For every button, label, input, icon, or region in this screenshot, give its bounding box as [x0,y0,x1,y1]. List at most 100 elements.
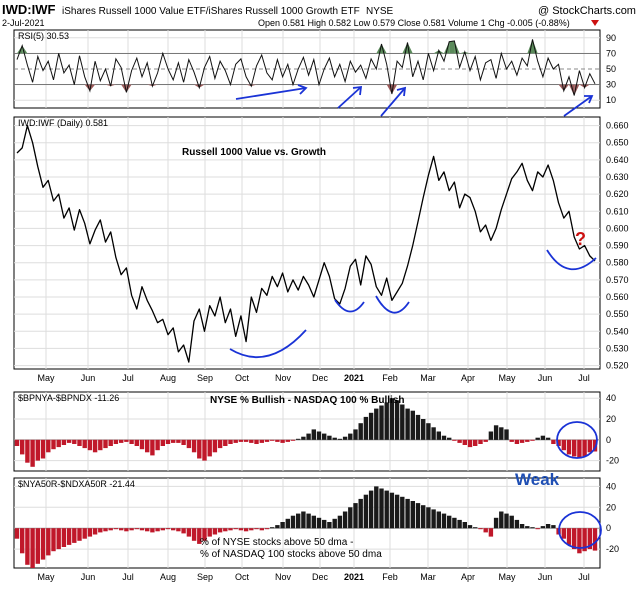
dma-bar [155,528,160,532]
dma-bar [561,528,566,539]
bullish-bar [61,439,67,445]
series-layer [14,39,598,568]
bullish-bar [572,439,577,457]
dma-bar [535,528,540,530]
bullish-bar [87,439,93,451]
x-tick-label: Jul [122,373,134,383]
dma-bar [572,528,577,550]
bullish-y-tick: -20 [606,456,619,466]
dma-bar [113,528,119,530]
dma-bar [551,525,556,529]
question-mark-annotation: ? [575,229,586,249]
dma-bar [493,517,499,529]
bullish-bar [493,425,499,440]
dma-bar [30,528,35,568]
symbol-description: iShares Russell 1000 Value ETF/iShares R… [62,6,360,17]
exchange-label: NYSE [366,6,394,17]
x-tick-label: Oct [235,373,250,383]
bullish-bar [452,439,457,441]
bullish-bar [243,439,249,442]
dma-bar [14,528,20,539]
bullish-bar [145,439,150,453]
bullish-bar [181,439,186,445]
dma-bar [108,528,113,531]
bullish-bar [171,439,176,443]
dma-y-tick: -20 [606,544,619,554]
dma-bar [228,528,233,531]
rsi-overbought-fill [433,50,439,54]
rsi-y-tick: 70 [606,48,616,58]
dma-bar [259,528,264,531]
bullish-bar [238,439,244,442]
bullish-bar [545,437,551,440]
bullish-bar [322,433,327,440]
rsi-overbought-fill [532,39,538,54]
bullish-bar [566,439,572,455]
bullish-bar [207,439,212,457]
ratio-line [16,124,596,363]
dma-bar [384,490,389,529]
bullish-bar [577,439,582,459]
bullish-bar [46,439,51,453]
x-tick-label: 2021 [344,572,364,582]
dma-bar [457,519,462,529]
bullish-bar [311,429,316,440]
dma-bar [327,522,332,529]
ratio-y-tick: 0.600 [606,223,629,233]
x-tick-label: May [498,572,516,582]
bullish-circle [556,421,598,459]
rsi-line [16,39,596,96]
bullish-bar [488,431,494,440]
rsi-oversold-fill [152,84,158,87]
rsi-oversold-fill [199,84,205,88]
ratio-y-tick: 0.620 [606,189,629,199]
dma-bar [233,528,238,530]
dma-bar [119,528,124,531]
bullish-bar [384,402,389,440]
dma-bar [87,528,93,537]
bullish-bar [530,439,535,441]
dma-bar [504,513,509,529]
rsi-arrow-4-head [584,95,594,104]
bullish-bar [186,439,192,449]
dma-bar [134,528,139,530]
dma-bar [280,522,285,529]
bullish-bar [410,410,415,440]
bullish-bar [379,405,384,440]
ratio-bottom-curve-2 [334,299,365,313]
dma-bar [51,528,56,552]
ratio-y-tick: 0.640 [606,155,629,165]
dma-bar [566,528,572,545]
bullish-bar [270,439,275,441]
x-tick-label: Aug [160,572,176,582]
dma-bar [20,528,25,554]
dma-bar [72,528,77,543]
dma-bar [191,528,197,541]
bullish-bar [66,439,72,443]
dma-bar [394,494,400,529]
dma-y-tick: 0 [606,523,611,533]
dma-bar [514,519,520,529]
bullish-bar [441,435,447,440]
ratio-panel [13,116,601,370]
ratio-y-tick: 0.570 [606,275,629,285]
rsi-arrow-1-head [297,84,308,95]
bullish-bar [374,408,379,440]
dma-bar [275,525,280,529]
rsi-overbought-fill [459,51,465,54]
bullish-bar [56,439,61,448]
x-tick-label: Feb [382,373,398,383]
x-tick-label: Nov [275,373,292,383]
bullish-bar [525,439,530,442]
dma-bar [525,526,530,529]
bullish-bar [592,439,598,452]
bullish-bar [447,437,452,440]
bullish-bar [540,435,546,440]
label-layer: May May Jun Jun Jul Jul Aug Aug Sep Sep Oct Oct Nov N… [37,33,628,582]
dma-bar [473,527,478,529]
rsi-overbought-fill [443,41,450,54]
ratio-bottom-curve-1 [229,329,307,358]
x-tick-label: Feb [382,572,398,582]
rsi-y-tick: 90 [606,33,616,43]
dma-bar [46,528,51,556]
